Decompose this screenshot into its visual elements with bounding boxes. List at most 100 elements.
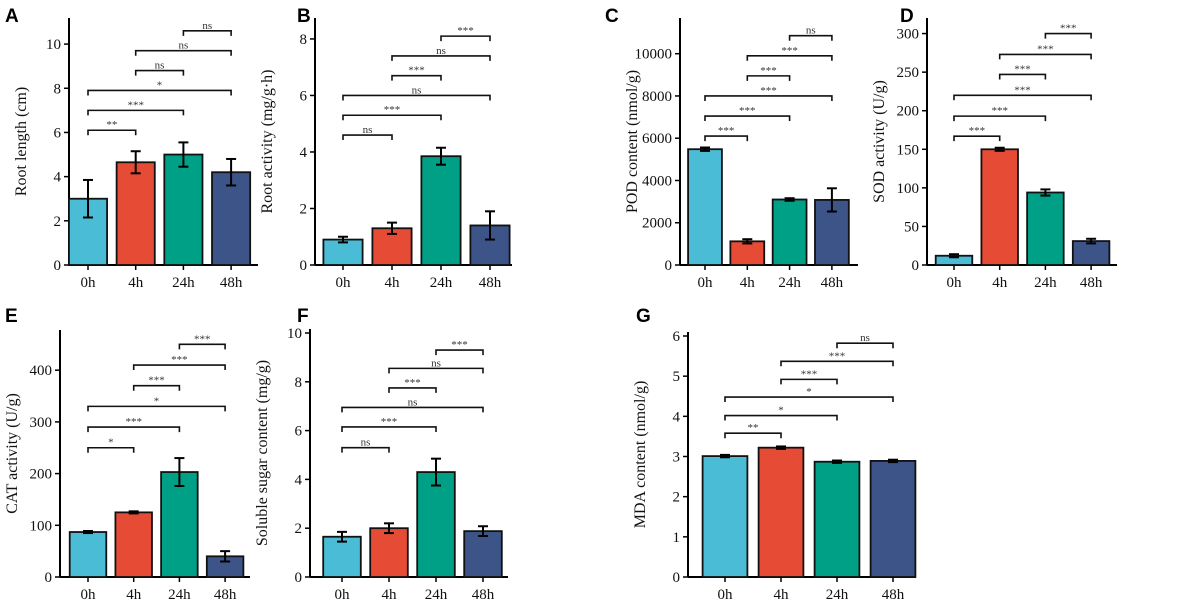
significance-bracket: [134, 49, 232, 56]
bar-24h: [771, 198, 808, 266]
significance-label: ***: [194, 333, 211, 345]
significance-bracket: [780, 360, 894, 367]
significance-label: ns: [363, 124, 373, 136]
y-tick-label: 6: [673, 329, 681, 345]
significance-label: **: [106, 119, 117, 131]
y-tick-label: 0: [295, 570, 303, 586]
significance-label: ***: [1014, 63, 1031, 75]
significance-bracket: [780, 378, 838, 385]
y-axis-label: Root length (cm): [13, 87, 30, 196]
x-tick-label: 24h: [430, 275, 453, 291]
y-tick-label: 0: [45, 570, 53, 586]
significance-label: ***: [457, 25, 474, 37]
significance-label: ***: [991, 105, 1008, 117]
significance-label: ***: [760, 85, 777, 97]
y-tick-label: 4: [300, 145, 308, 161]
bar-48h: [211, 171, 252, 266]
bar-0h: [68, 531, 108, 578]
significance-label: ***: [1014, 84, 1031, 96]
y-tick-label: 200: [30, 467, 53, 483]
x-tick-label: 48h: [821, 275, 844, 291]
y-tick-label: 0: [673, 570, 681, 586]
significance-bracket: [341, 446, 390, 453]
significance-label: ***: [1037, 43, 1054, 55]
significance-label: *: [157, 79, 163, 91]
y-tick-label: 6: [295, 424, 303, 440]
significance-label: ns: [412, 84, 422, 96]
x-tick-label: 0h: [336, 275, 352, 291]
significance-bracket: [87, 109, 185, 116]
y-tick-label: 400: [30, 363, 53, 379]
bar-0h: [701, 455, 749, 578]
significance-bracket: [953, 94, 1092, 101]
significance-label: *: [806, 386, 812, 398]
significance-bracket: [704, 95, 833, 101]
significance-label: *: [154, 395, 160, 407]
y-tick-label: 5: [673, 369, 681, 385]
y-tick-label: 4: [295, 472, 303, 488]
significance-bracket: [704, 115, 791, 122]
significance-bracket: [435, 349, 484, 356]
significance-label: ns: [436, 45, 446, 57]
y-tick-label: 10: [287, 326, 302, 342]
significance-bracket: [341, 426, 437, 432]
panel-d: D 0 50 100 150 200 250 300 SOD activity (U/g) 0h 4…: [871, 6, 1117, 291]
x-tick-label: 4h: [382, 587, 398, 601]
significance-bracket: [87, 405, 226, 412]
y-tick-label: 8: [54, 81, 62, 97]
bar-4h: [115, 161, 156, 266]
bar-4h: [980, 148, 1019, 266]
x-tick-label: 0h: [947, 275, 963, 291]
x-tick-label: 24h: [826, 587, 849, 601]
y-tick-label: 2000: [642, 216, 672, 232]
significance-label: ***: [718, 125, 735, 137]
significance-bracket: [746, 75, 791, 81]
significance-label: ***: [1060, 23, 1077, 35]
significance-bracket: [391, 74, 442, 81]
significance-bracket: [998, 73, 1047, 80]
y-tick-label: 2: [673, 490, 681, 506]
y-tick-label: 100: [30, 518, 53, 534]
significance-bracket: [178, 343, 226, 350]
significance-bracket: [342, 114, 442, 121]
significance-label: ***: [829, 350, 846, 362]
significance-bracket: [87, 446, 135, 453]
bar-48h: [463, 530, 503, 578]
significance-bracket: [724, 432, 782, 439]
y-tick-label: 0: [54, 258, 62, 274]
y-tick-label: 0: [665, 258, 673, 274]
y-axis-label: SOD activity (U/g): [871, 80, 888, 203]
significance-bracket: [388, 387, 437, 393]
y-tick-label: 4: [54, 170, 62, 186]
bar-24h: [416, 471, 456, 578]
y-tick-label: 10: [46, 37, 61, 53]
panel-c: C 0 2000 4000 6000 8000 10000 POD content (nmol…: [605, 6, 858, 291]
significance-label: ***: [148, 375, 165, 387]
significance-label: **: [748, 422, 759, 434]
significance-bracket: [440, 35, 491, 42]
y-tick-label: 6: [54, 125, 62, 141]
y-tick-label: 300: [30, 415, 53, 431]
significance-label: ***: [384, 104, 401, 116]
y-tick-label: 8: [295, 375, 303, 391]
x-tick-label: 48h: [220, 275, 243, 291]
x-tick-label: 4h: [774, 587, 790, 601]
panel-b: B 0 2 4 6 8 Root activity (mg/g·h) 0h 4h 24h 48h ns…: [259, 6, 512, 291]
y-tick-label: 0: [912, 258, 920, 274]
significance-bracket: [342, 134, 393, 141]
bar-0h: [687, 148, 723, 266]
significance-label: ***: [760, 65, 777, 77]
significance-bracket: [132, 364, 226, 371]
significance-label: ***: [801, 368, 818, 380]
y-tick-label: 2: [295, 521, 303, 537]
significance-bracket: [87, 129, 137, 136]
significance-label: ns: [179, 40, 189, 52]
x-tick-label: 48h: [479, 275, 502, 291]
y-axis-label: Root activity (mg/g·h): [259, 70, 276, 214]
significance-bracket: [341, 406, 484, 413]
y-axis-label: MDA content (nmol/g): [632, 381, 649, 529]
